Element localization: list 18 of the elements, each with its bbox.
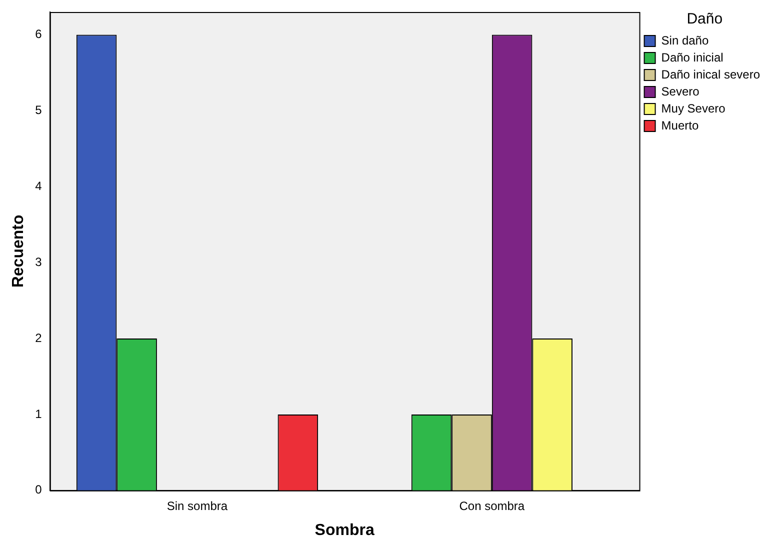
legend-label: Sin daño: [661, 33, 709, 48]
x-tick-label: Con sombra: [459, 498, 525, 513]
y-axis-title: Recuento: [10, 214, 28, 288]
legend-label: Muy Severo: [661, 101, 726, 116]
legend-title: Daño: [686, 10, 723, 28]
legend-label: Daño inicial: [661, 50, 724, 64]
x-tick-label: Sin sombra: [166, 498, 228, 513]
y-tick-label: 6: [35, 27, 42, 42]
x-axis-title: Sombra: [314, 522, 374, 539]
y-tick-label: 2: [35, 330, 42, 345]
y-tick-label: 1: [35, 406, 42, 421]
legend-label: Daño inical severo: [661, 67, 760, 82]
legend-label: Muerto: [661, 118, 699, 132]
y-tick-label: 5: [35, 103, 42, 118]
legend-label: Severo: [661, 84, 700, 98]
y-tick-label: 3: [35, 254, 42, 269]
y-tick-label: 0: [35, 482, 42, 497]
y-tick-label: 4: [35, 178, 42, 193]
